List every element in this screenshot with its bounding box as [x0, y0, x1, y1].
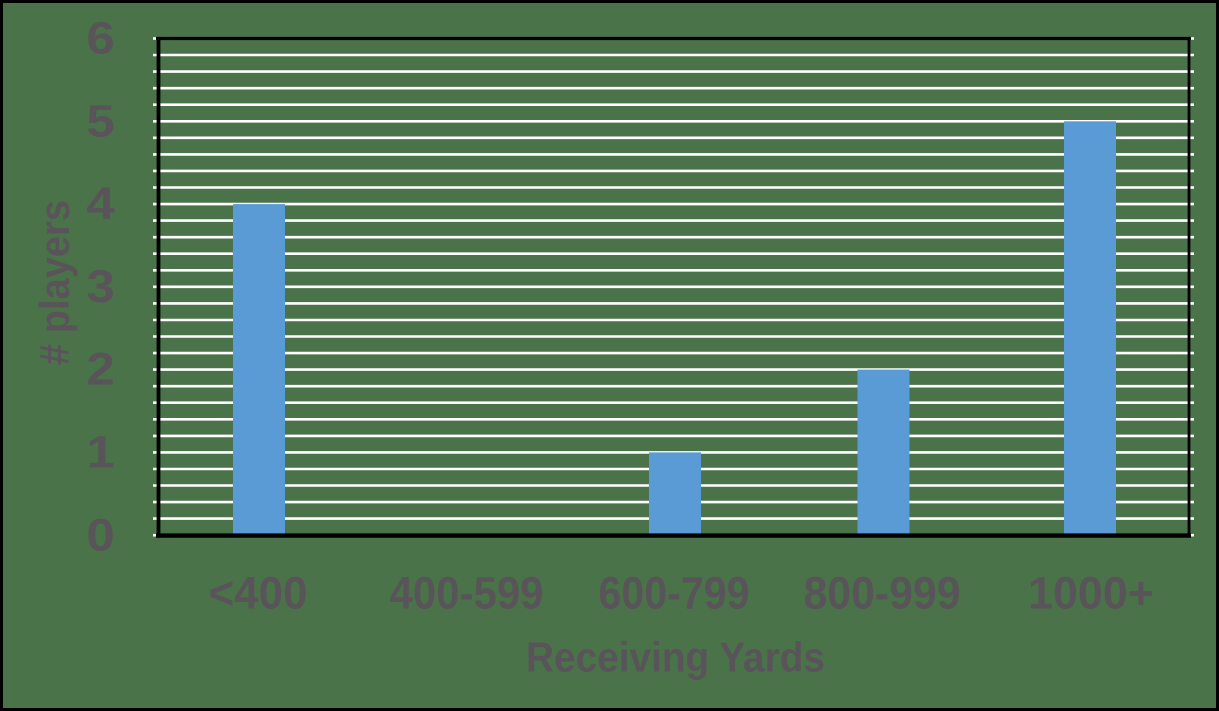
- svg-text:600-799: 600-799: [599, 568, 750, 619]
- svg-text:800-999: 800-999: [804, 568, 961, 619]
- svg-text:0: 0: [86, 509, 114, 560]
- svg-text:6: 6: [86, 13, 114, 64]
- svg-text:1: 1: [86, 427, 114, 478]
- svg-text:<400: <400: [209, 568, 308, 619]
- svg-text:1000+: 1000+: [1028, 568, 1154, 619]
- svg-text:5: 5: [86, 95, 114, 146]
- svg-text:Receiving Yards: Receiving Yards: [526, 633, 825, 680]
- svg-text:2: 2: [86, 344, 114, 395]
- svg-text:# players: # players: [31, 200, 78, 365]
- svg-text:4: 4: [86, 178, 114, 229]
- svg-text:3: 3: [86, 261, 114, 312]
- svg-text:400-599: 400-599: [390, 568, 544, 619]
